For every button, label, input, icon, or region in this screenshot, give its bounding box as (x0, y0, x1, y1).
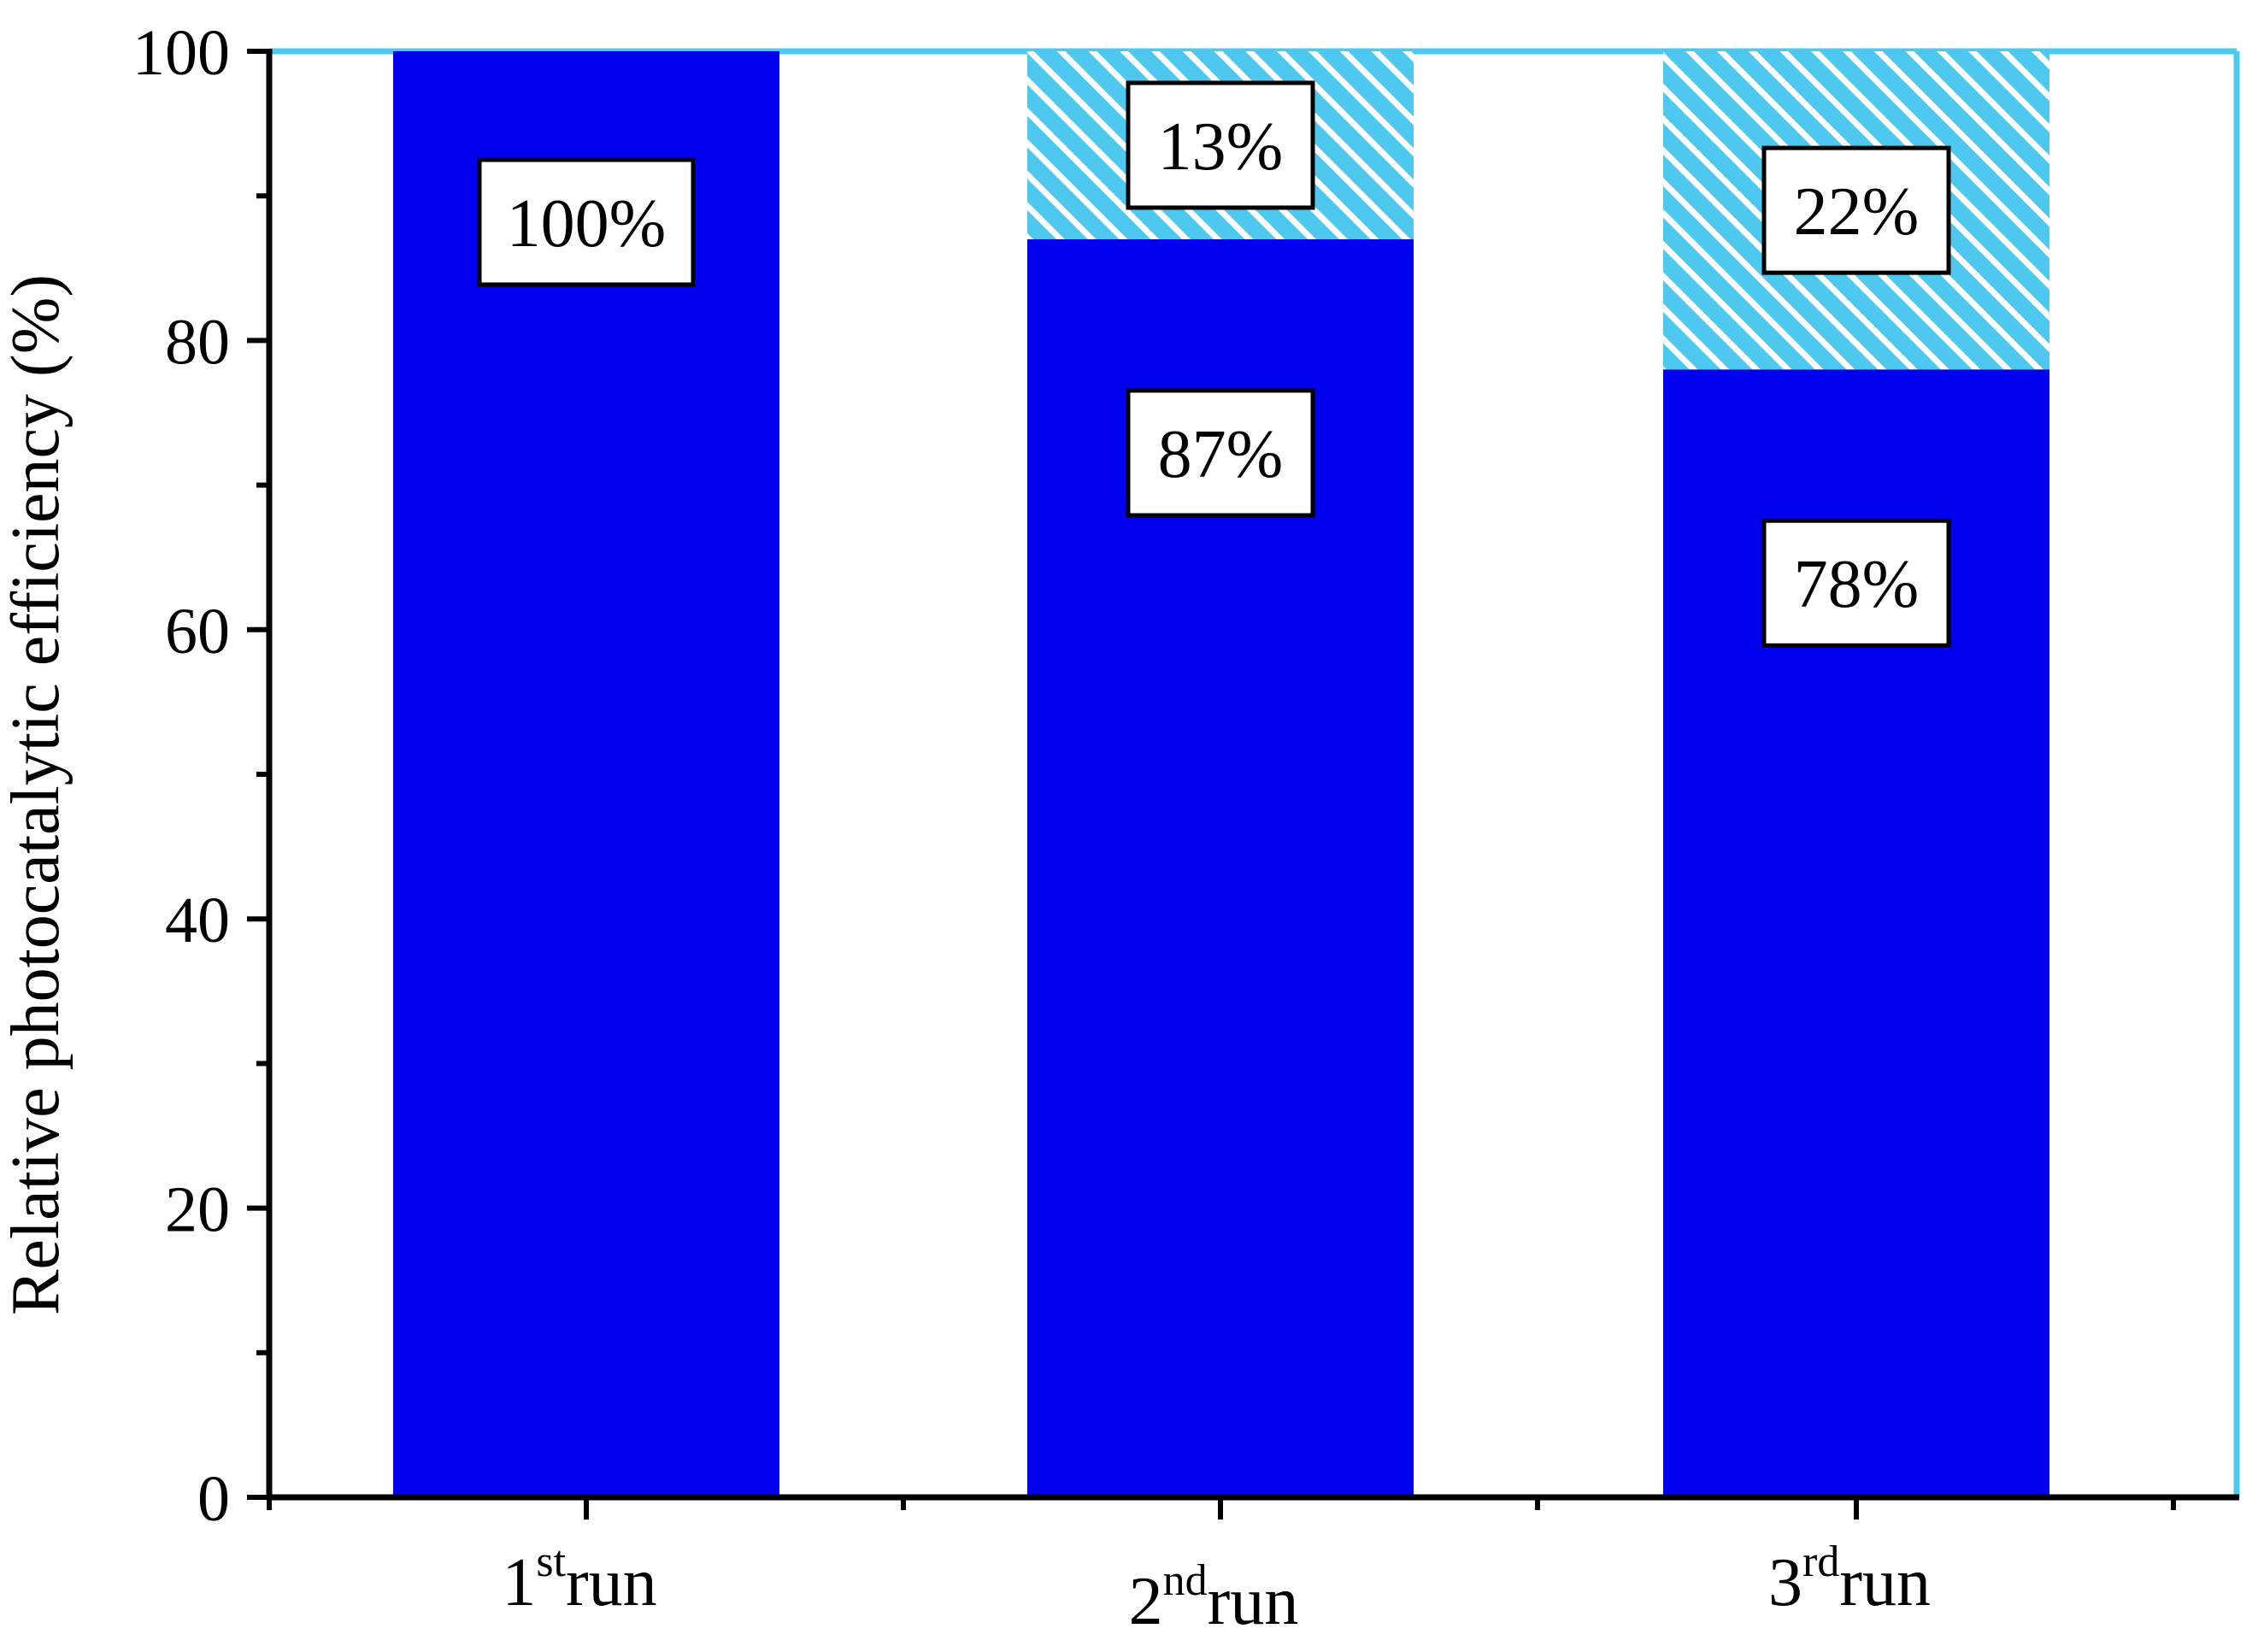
data-label-series2-3: 22% (1794, 174, 1920, 250)
data-label-series1-2: 87% (1158, 417, 1284, 492)
data-label-box (1761, 518, 1951, 648)
y-tick-label: 80 (165, 306, 230, 378)
y-tick-label: 40 (165, 885, 230, 956)
data-label-box (1126, 80, 1315, 210)
y-axis-label: Relative photocatalytic efficiency (%) (0, 274, 74, 1315)
x-tick-label: 3rdrun (1768, 1537, 1931, 1620)
data-label-box (1761, 145, 1951, 275)
data-label-box (477, 157, 696, 287)
bar-series1-1 (393, 51, 779, 1497)
y-tick-label: 0 (197, 1463, 230, 1535)
x-tick-label: 1strun (502, 1537, 656, 1620)
y-tick-label: 100 (132, 17, 230, 89)
plot-area: 100% 87% 13% 78% 22% 0 20 40 60 80 100 1strun 2ndrun… (132, 17, 2240, 1639)
data-label-box (1126, 388, 1315, 518)
data-label-series1-1: 100% (507, 186, 667, 262)
y-tick-label: 60 (165, 596, 230, 667)
data-label-series2-2: 13% (1158, 109, 1284, 185)
y-tick-label: 20 (165, 1174, 230, 1246)
data-label-series1-3: 78% (1794, 547, 1920, 622)
x-tick-label: 2ndrun (1129, 1556, 1299, 1639)
